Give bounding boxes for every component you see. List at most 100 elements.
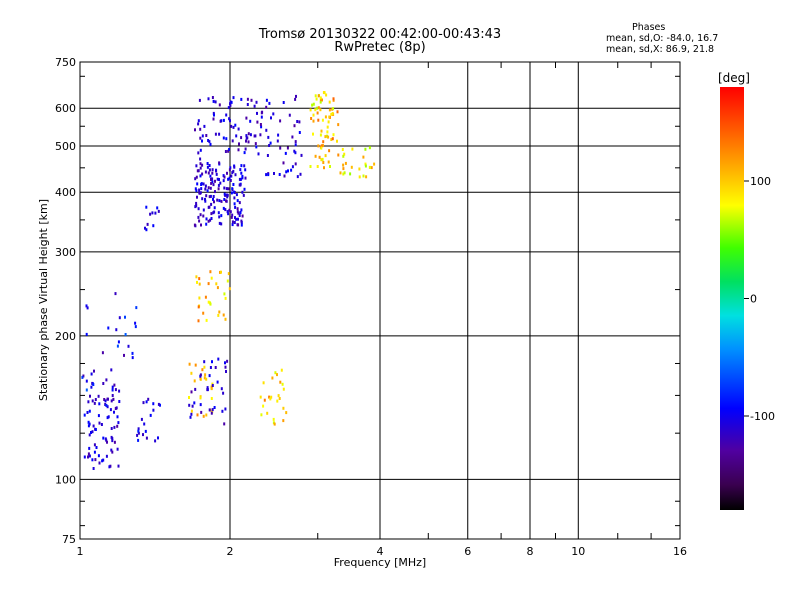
data-point — [222, 179, 225, 183]
data-point — [210, 181, 213, 185]
data-point — [90, 431, 92, 434]
data-point — [95, 446, 98, 449]
axes: 1 2 4 6 8 10 16 75 100 200 300 400 500 600 750 — [55, 56, 687, 558]
data-point — [312, 132, 314, 136]
data-point — [244, 147, 247, 151]
data-point — [368, 146, 371, 150]
data-point — [110, 435, 113, 439]
data-point — [218, 221, 221, 225]
data-point — [106, 397, 109, 401]
data-point — [136, 433, 139, 437]
data-point — [237, 223, 240, 227]
data-point — [240, 223, 243, 227]
data-point — [296, 175, 299, 179]
data-point — [228, 168, 231, 172]
data-point — [260, 125, 263, 129]
data-point — [101, 351, 104, 355]
data-point — [199, 213, 202, 217]
data-point — [282, 406, 285, 410]
data-point — [243, 164, 246, 168]
data-point — [113, 440, 116, 444]
data-point — [93, 401, 96, 405]
data-point — [332, 107, 335, 111]
data-point — [238, 201, 241, 205]
x-tick-label: 8 — [527, 545, 534, 558]
data-point — [364, 162, 367, 166]
data-point — [263, 398, 266, 402]
data-point — [273, 172, 275, 175]
data-point — [203, 376, 206, 380]
data-point — [318, 155, 321, 159]
data-point — [201, 172, 204, 176]
data-point — [291, 165, 294, 169]
data-point — [104, 399, 107, 403]
data-point — [91, 458, 94, 462]
data-point — [198, 219, 201, 223]
data-point — [209, 301, 211, 305]
data-point — [229, 100, 232, 104]
data-point — [287, 169, 289, 173]
data-point — [278, 173, 281, 176]
data-point — [226, 279, 229, 283]
data-point — [342, 172, 345, 176]
data-point — [231, 223, 234, 227]
data-point — [277, 133, 280, 137]
data-point — [365, 175, 368, 179]
data-point — [265, 105, 268, 109]
data-point — [111, 394, 114, 397]
data-point — [234, 123, 237, 127]
data-point — [145, 205, 148, 209]
data-point — [311, 103, 314, 107]
data-point — [131, 356, 134, 360]
data-point — [224, 407, 227, 411]
data-point — [350, 165, 353, 169]
data-point — [236, 199, 239, 203]
data-point — [208, 164, 211, 167]
data-point — [226, 359, 229, 363]
data-point — [156, 206, 159, 210]
data-point — [246, 97, 249, 101]
data-point — [210, 385, 213, 389]
data-point — [207, 300, 210, 304]
data-point — [230, 174, 233, 178]
data-point — [239, 183, 242, 187]
data-point — [111, 385, 114, 389]
data-point — [224, 208, 227, 212]
data-point — [373, 162, 376, 166]
data-point — [315, 97, 318, 101]
data-point — [210, 178, 212, 181]
data-point — [211, 168, 214, 172]
data-point — [205, 194, 208, 198]
data-point — [157, 402, 160, 406]
data-point — [213, 406, 216, 409]
data-point — [330, 112, 333, 116]
data-point — [211, 384, 214, 387]
data-point — [240, 136, 243, 140]
data-point — [197, 169, 200, 173]
chart-subtitle: RwPretec (8p) — [334, 40, 426, 55]
data-point — [202, 208, 205, 212]
data-point — [320, 158, 323, 162]
data-point — [317, 94, 320, 98]
data-point — [97, 414, 100, 418]
data-point — [327, 135, 330, 139]
data-point — [202, 214, 205, 218]
data-point — [254, 142, 257, 146]
data-point — [342, 154, 345, 158]
data-point — [212, 211, 215, 215]
data-point — [113, 425, 116, 429]
data-point — [206, 388, 209, 392]
data-point — [237, 148, 240, 152]
data-point — [199, 373, 202, 377]
data-point — [111, 450, 114, 454]
data-point — [209, 366, 212, 369]
data-point — [259, 133, 262, 137]
data-point — [220, 270, 222, 274]
data-point — [212, 183, 215, 187]
data-point — [364, 147, 367, 151]
data-point — [202, 414, 205, 418]
data-point — [238, 214, 241, 217]
data-point — [90, 385, 93, 389]
data-point — [276, 399, 279, 403]
data-point — [213, 113, 215, 117]
